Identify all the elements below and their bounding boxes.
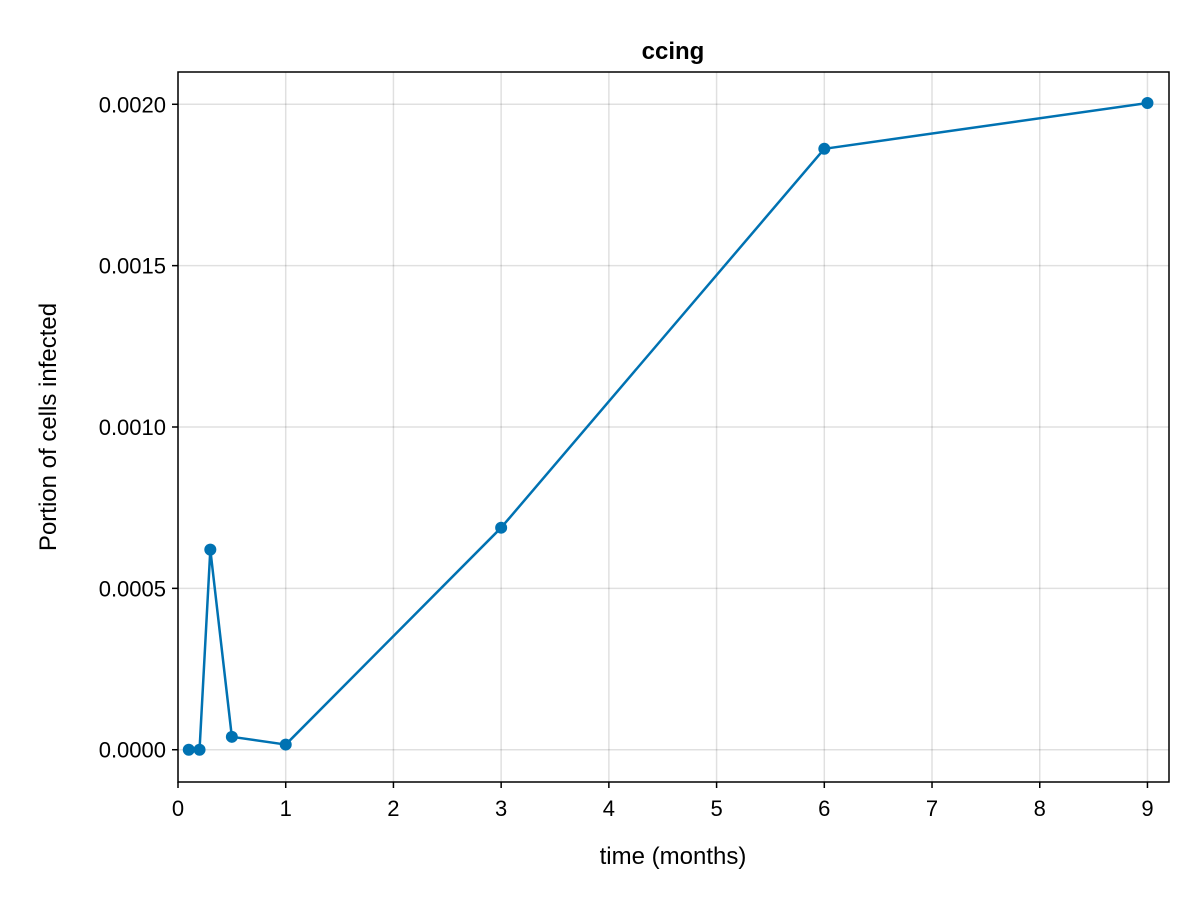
data-point: [204, 543, 217, 556]
series-layer: [182, 96, 1154, 756]
y-axis-ticks: 0.0000 0.0005 0.0010 0.0015 0.0020: [99, 92, 178, 763]
x-tick-label: 7: [926, 796, 938, 821]
y-tick-label: 0.0015: [99, 254, 166, 279]
y-tick-label: 0.0020: [99, 92, 166, 117]
data-point: [182, 743, 195, 756]
y-tick-label: 0.0010: [99, 415, 166, 440]
x-tick-label: 1: [280, 796, 292, 821]
x-tick-label: 8: [1034, 796, 1046, 821]
data-point: [225, 730, 238, 743]
x-tick-label: 9: [1141, 796, 1153, 821]
data-point: [818, 142, 831, 155]
chart-title: ccing: [642, 38, 705, 65]
x-tick-label: 2: [387, 796, 399, 821]
data-point: [1141, 96, 1154, 109]
x-tick-label: 4: [603, 796, 615, 821]
x-tick-label: 5: [710, 796, 722, 821]
y-tick-label: 0.0000: [99, 738, 166, 763]
data-point: [279, 738, 292, 751]
y-tick-label: 0.0005: [99, 576, 166, 601]
x-axis-ticks: 0 1 2 3 4 5 6 7 8 9: [172, 782, 1154, 821]
x-tick-label: 3: [495, 796, 507, 821]
data-point: [193, 743, 206, 756]
x-axis-label: time (months): [600, 843, 747, 870]
grid-lines: [177, 72, 1169, 782]
x-tick-label: 0: [172, 796, 184, 821]
y-axis-label: Portion of cells infected: [35, 303, 62, 551]
series-line: [188, 101, 1148, 751]
x-tick-label: 6: [818, 796, 830, 821]
data-point: [495, 521, 508, 534]
